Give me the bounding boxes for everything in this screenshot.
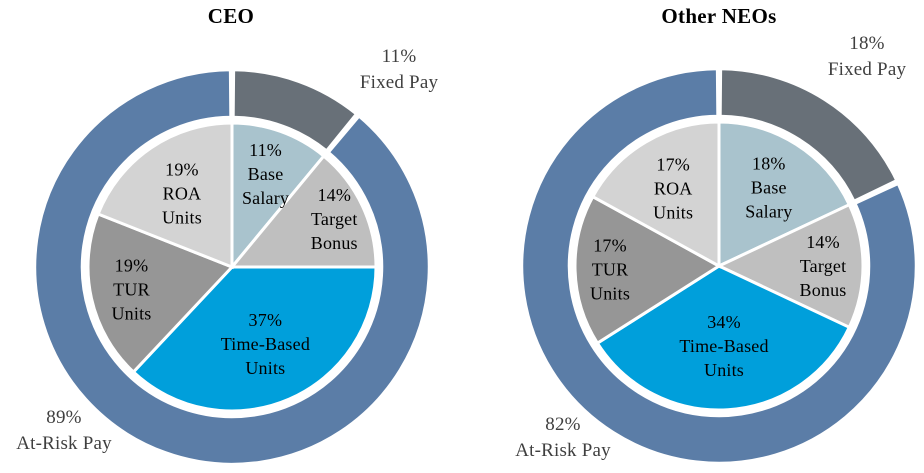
ceo-donut-chart-svg: 11% Base Salary 14% Target Bonus 37% Time-Based… — [33, 68, 431, 466]
pie-slice-target-bonus — [715, 202, 865, 330]
pie-slice-roa-units — [96, 121, 234, 270]
slice-label-target-bonus-line-0: 14% — [806, 232, 840, 252]
slice-label-base-salary-line-1: Base — [248, 164, 284, 184]
ring-segment-fixed-pay — [719, 67, 899, 203]
slice-label-time-based-units-line-0: 37% — [249, 310, 283, 330]
pie-slice-roa-units — [590, 120, 721, 269]
chart-title-other-neos: Other NEOs — [661, 4, 777, 28]
slice-label-roa-units-line-0: 19% — [165, 159, 199, 179]
pie-slice-base-salary — [717, 120, 852, 269]
fixed-pay-pct: 18% — [849, 33, 885, 54]
at-risk-pay-label-neos: 82% At-Risk Pay — [488, 412, 638, 464]
slice-label-roa-units-line-2: Units — [653, 203, 693, 223]
slice-label-target-bonus-line-0: 14% — [317, 185, 351, 205]
slice-label-roa-units-line-1: ROA — [654, 179, 693, 199]
pie-slice-time-based-units — [595, 264, 852, 412]
at-risk-pay-name: At-Risk Pay — [16, 433, 112, 454]
slice-label-time-based-units-line-0: 34% — [707, 312, 741, 332]
ring-segment-fixed-pay — [232, 68, 358, 153]
pie-slice-time-based-units — [131, 265, 378, 413]
at-risk-pay-name: At-Risk Pay — [515, 440, 611, 461]
slice-label-tur-units-line-0: 17% — [593, 235, 627, 255]
slice-label-target-bonus-line-2: Bonus — [311, 233, 358, 253]
ring-segment-at-risk-pay — [33, 68, 431, 466]
slice-label-roa-units-line-2: Units — [162, 207, 202, 227]
slice-label-tur-units-line-0: 19% — [115, 255, 149, 275]
pie-slice-target-bonus — [228, 153, 378, 269]
fixed-pay-label-neos: 18% Fixed Pay — [792, 31, 924, 83]
slice-label-roa-units-line-0: 17% — [656, 155, 690, 175]
fixed-pay-name: Fixed Pay — [359, 72, 439, 93]
fixed-pay-name: Fixed Pay — [827, 59, 907, 80]
other-neos-donut-chart-svg: 18% Base Salary 14% Target Bonus 34% Time-Based… — [520, 67, 918, 465]
pie-slice-tur-units — [573, 194, 722, 346]
slice-label-time-based-units-line-2: Units — [704, 360, 744, 380]
slice-label-base-salary-line-0: 11% — [249, 140, 282, 160]
slice-label-time-based-units-line-1: Time-Based — [221, 334, 310, 354]
fixed-pay-pct: 11% — [381, 46, 417, 67]
slice-label-base-salary-line-2: Salary — [745, 201, 792, 221]
chart-other-neos: 18% Base Salary 14% Target Bonus 34% Time-Based… — [462, 0, 924, 473]
pie-slice-base-salary — [230, 121, 326, 272]
slice-label-target-bonus-line-1: Target — [800, 256, 847, 276]
slice-label-time-based-units-line-1: Time-Based — [679, 336, 768, 356]
slice-label-roa-units-line-1: ROA — [163, 183, 202, 203]
slice-label-base-salary-line-1: Base — [751, 177, 787, 197]
chart-title-ceo: CEO — [207, 4, 255, 28]
at-risk-pay-pct: 89% — [46, 407, 82, 428]
slice-label-tur-units-line-1: TUR — [592, 259, 629, 279]
slice-label-target-bonus-line-2: Bonus — [799, 280, 846, 300]
slice-label-time-based-units-line-2: Units — [245, 358, 285, 378]
chart-ceo: 11% Base Salary 14% Target Bonus 37% Time-Based… — [0, 4, 438, 466]
slice-label-tur-units-line-1: TUR — [113, 279, 150, 299]
ring-segment-at-risk-pay — [520, 67, 918, 465]
slice-label-tur-units-line-2: Units — [590, 283, 630, 303]
at-risk-pay-pct: 82% — [545, 414, 581, 435]
at-risk-pay-label-ceo: 89% At-Risk Pay — [0, 405, 139, 457]
slice-label-target-bonus-line-1: Target — [311, 209, 358, 229]
fixed-pay-label-ceo: 11% Fixed Pay — [324, 44, 474, 96]
slice-label-base-salary-line-0: 18% — [752, 153, 786, 173]
slice-label-base-salary-line-2: Salary — [242, 188, 289, 208]
slice-label-tur-units-line-2: Units — [111, 303, 151, 323]
